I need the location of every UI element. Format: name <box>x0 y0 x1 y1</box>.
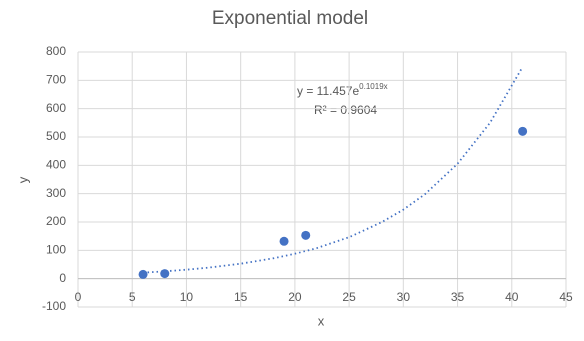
data-point <box>279 236 289 246</box>
y-tick-label: 400 <box>46 158 66 172</box>
x-tick-label: 35 <box>451 290 465 304</box>
x-tick-label: 20 <box>288 290 302 304</box>
x-tick-label: 45 <box>559 290 573 304</box>
y-tick-label: 700 <box>46 73 66 87</box>
y-tick-label: 0 <box>59 271 66 285</box>
chart-title: Exponential model <box>212 8 368 29</box>
equation: y = 11.457e0.1019x <box>297 82 388 98</box>
trendline <box>143 66 524 274</box>
data-point <box>518 126 528 136</box>
data-point <box>301 230 311 240</box>
y-tick-label: 600 <box>46 101 66 115</box>
equation-text: y = 11.457e <box>297 84 359 98</box>
equation-exponent: 0.1019x <box>359 82 387 91</box>
y-tick-label: 300 <box>46 186 66 200</box>
y-tick-label: -100 <box>42 299 66 313</box>
x-tick-label: 40 <box>505 290 519 304</box>
x-tick-label: 15 <box>234 290 248 304</box>
x-tick-label: 30 <box>397 290 411 304</box>
r-squared: R² = 0.9604 <box>314 103 377 117</box>
y-axis-label: y <box>15 176 30 183</box>
y-tick-label: 800 <box>46 44 66 58</box>
y-tick-label: 500 <box>46 129 66 143</box>
data-point <box>160 269 170 279</box>
x-tick-label: 10 <box>180 290 194 304</box>
x-tick-label: 0 <box>75 290 82 304</box>
x-tick-label: 25 <box>342 290 356 304</box>
y-tick-label: 100 <box>46 243 66 257</box>
x-axis-label: x <box>318 313 325 328</box>
x-tick-label: 5 <box>129 290 136 304</box>
data-point <box>138 269 148 279</box>
y-tick-label: 200 <box>46 214 66 228</box>
